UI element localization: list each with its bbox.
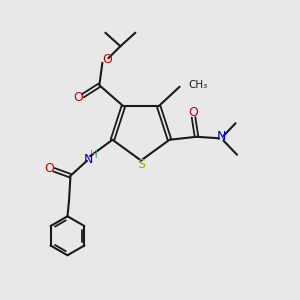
Text: N: N (83, 153, 93, 166)
Text: N: N (217, 130, 226, 143)
Text: O: O (102, 53, 112, 66)
Text: H: H (90, 150, 98, 160)
Text: O: O (44, 162, 54, 175)
Text: O: O (189, 106, 199, 119)
Text: O: O (74, 91, 84, 104)
Text: S: S (137, 158, 145, 171)
Text: CH₃: CH₃ (189, 80, 208, 90)
